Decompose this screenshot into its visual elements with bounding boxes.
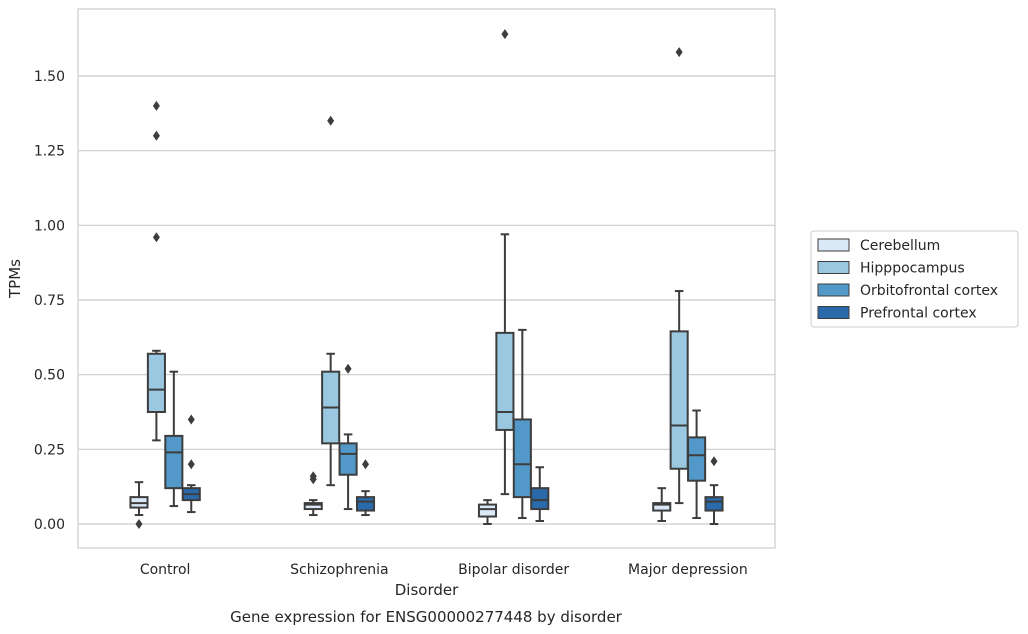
legend-swatch bbox=[817, 238, 850, 252]
box-control-orbitofrontal-cortex bbox=[164, 370, 184, 508]
legend-label: Prefrontal cortex bbox=[860, 306, 977, 322]
outlier-point bbox=[501, 29, 509, 40]
box-iqr bbox=[338, 442, 358, 476]
outlier-point bbox=[710, 456, 718, 467]
box-major-depression-prefrontal-cortex bbox=[704, 456, 724, 525]
box-control-cerebellum bbox=[129, 481, 149, 529]
box-iqr bbox=[355, 496, 376, 512]
box-bipolar-disorder-prefrontal-cortex bbox=[530, 466, 550, 523]
outlier-point bbox=[362, 459, 370, 470]
y-tick-label: 1.50 bbox=[34, 69, 65, 85]
x-tick-label: Control bbox=[140, 562, 191, 578]
legend-label: Orbitofrontal cortex bbox=[860, 283, 998, 299]
box-major-depression-orbitofrontal-cortex bbox=[687, 409, 707, 520]
box-control-prefrontal-cortex bbox=[181, 414, 201, 514]
x-tick-label: Schizophrenia bbox=[290, 562, 388, 578]
box-groups bbox=[129, 29, 724, 529]
legend-label: Hipppocampus bbox=[860, 261, 965, 277]
y-tick-label: 0.25 bbox=[34, 442, 65, 458]
outlier-point bbox=[187, 459, 195, 470]
y-tick-label: 0.50 bbox=[34, 368, 65, 384]
box-schizophrenia-prefrontal-cortex bbox=[355, 459, 376, 517]
legend-swatch bbox=[817, 306, 850, 319]
outlier-point bbox=[675, 47, 683, 58]
y-axis-label: TPMs bbox=[6, 259, 24, 299]
box-iqr bbox=[146, 352, 166, 414]
box-bipolar-disorder-cerebellum bbox=[477, 499, 498, 525]
box-major-depression-hipppocampus bbox=[669, 47, 689, 505]
box-iqr bbox=[303, 502, 323, 511]
outlier-point bbox=[135, 519, 143, 529]
box-iqr bbox=[164, 434, 184, 490]
outlier-point bbox=[327, 115, 335, 126]
box-major-depression-cerebellum bbox=[652, 487, 672, 523]
box-iqr bbox=[704, 496, 724, 512]
plot-frame bbox=[77, 8, 776, 549]
x-tick-labels: Control Schizophrenia Bipolar disorder Majo… bbox=[140, 562, 748, 578]
y-tick-label: 1.25 bbox=[34, 144, 65, 160]
legend: Cerebellum Hipppocampus Orbitofrontal cort… bbox=[810, 230, 1019, 328]
x-axis-label: Disorder bbox=[395, 581, 459, 599]
y-tick-label: 0.75 bbox=[34, 293, 65, 309]
y-tick-label: 1.00 bbox=[34, 218, 65, 234]
box-iqr bbox=[512, 418, 532, 499]
box-schizophrenia-hipppocampus bbox=[321, 115, 341, 487]
x-tick-label: Major depression bbox=[628, 562, 748, 578]
legend-swatch bbox=[817, 261, 850, 274]
legend-label: Cerebellum bbox=[860, 238, 940, 254]
outlier-point bbox=[152, 130, 160, 141]
box-bipolar-disorder-hipppocampus bbox=[495, 29, 515, 496]
legend-frame bbox=[810, 230, 1019, 328]
box-iqr bbox=[495, 331, 515, 431]
outlier-point bbox=[187, 414, 195, 425]
legend-swatch bbox=[817, 283, 850, 297]
y-tick-labels: 0.00 0.25 0.50 0.75 1.00 1.25 1.50 bbox=[34, 69, 65, 533]
outlier-point bbox=[344, 363, 352, 374]
box-iqr bbox=[652, 502, 672, 512]
outlier-point bbox=[309, 471, 317, 482]
box-schizophrenia-cerebellum bbox=[303, 471, 323, 517]
x-tick-label: Bipolar disorder bbox=[458, 562, 569, 578]
grid-lines bbox=[78, 75, 775, 525]
box-iqr bbox=[669, 330, 689, 470]
box-schizophrenia-orbitofrontal-cortex bbox=[338, 363, 358, 511]
box-control-hipppocampus bbox=[146, 100, 166, 442]
outlier-point bbox=[152, 100, 160, 111]
outlier-point bbox=[152, 232, 160, 243]
box-iqr bbox=[477, 503, 498, 518]
y-tick-label: 0.00 bbox=[34, 517, 65, 533]
chart-caption: Gene expression for ENSG00000277448 by d… bbox=[230, 608, 623, 626]
box-bipolar-disorder-orbitofrontal-cortex bbox=[512, 328, 532, 520]
box-iqr bbox=[530, 487, 550, 511]
box-iqr bbox=[687, 436, 707, 482]
